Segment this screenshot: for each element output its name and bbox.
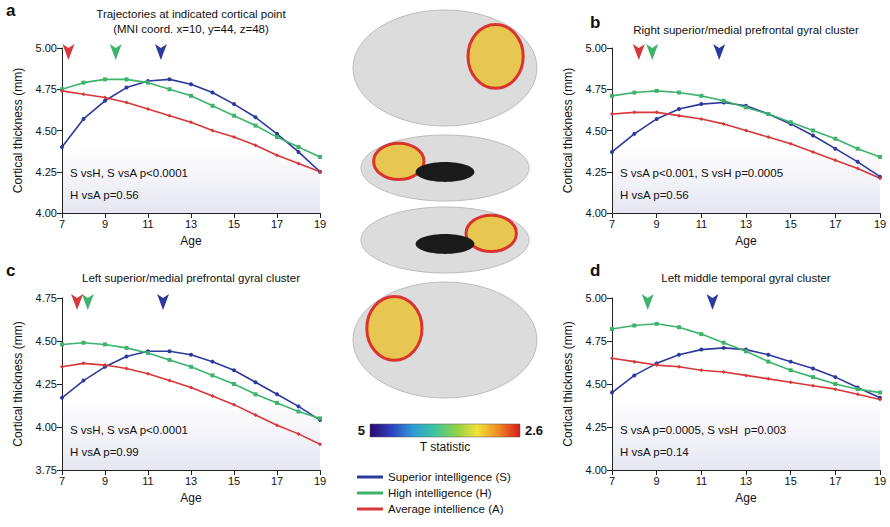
svg-text:Superior intelligence (S): Superior intelligence (S): [388, 471, 511, 483]
svg-text:4.75: 4.75: [586, 335, 607, 347]
svg-text:S vsH, S vsA p<0.0001: S vsH, S vsA p<0.0001: [70, 424, 188, 436]
svg-text:4.75: 4.75: [586, 83, 607, 95]
svg-text:Cortical thickness (mm): Cortical thickness (mm): [11, 68, 25, 193]
svg-text:17: 17: [271, 475, 283, 487]
svg-text:a: a: [6, 1, 16, 20]
svg-text:5: 5: [358, 423, 365, 438]
svg-text:7: 7: [59, 475, 65, 487]
svg-text:4.75: 4.75: [36, 83, 57, 95]
svg-text:Left middle temporal gyral clu: Left middle temporal gyral cluster: [661, 272, 831, 284]
svg-text:Cortical thickness (mm): Cortical thickness (mm): [561, 68, 575, 193]
svg-text:11: 11: [696, 475, 707, 487]
svg-text:b: b: [590, 13, 600, 32]
svg-text:17: 17: [829, 475, 841, 487]
svg-text:15: 15: [228, 475, 240, 487]
svg-text:17: 17: [271, 218, 283, 230]
svg-text:4.50: 4.50: [586, 125, 607, 137]
svg-text:5.00: 5.00: [586, 292, 607, 304]
svg-text:9: 9: [102, 218, 108, 230]
svg-text:4.50: 4.50: [36, 335, 57, 347]
svg-text:19: 19: [874, 218, 886, 230]
svg-text:4.50: 4.50: [586, 378, 607, 390]
svg-text:Cortical thickness (mm): Cortical thickness (mm): [561, 321, 575, 446]
svg-text:19: 19: [314, 475, 326, 487]
svg-text:4.50: 4.50: [36, 125, 57, 137]
svg-text:15: 15: [228, 218, 240, 230]
svg-text:9: 9: [654, 475, 660, 487]
svg-text:Cortical thickness (mm): Cortical thickness (mm): [11, 321, 25, 446]
svg-text:Age: Age: [735, 491, 757, 505]
svg-text:19: 19: [874, 475, 886, 487]
svg-text:4.25: 4.25: [36, 378, 57, 390]
svg-text:S vsA p<0.001, S vsH p=0.0005: S vsA p<0.001, S vsH p=0.0005: [620, 167, 783, 179]
svg-text:9: 9: [654, 218, 660, 230]
svg-text:4.00: 4.00: [586, 207, 607, 219]
svg-text:Left superior/medial prefronta: Left superior/medial prefrontal gyral cl…: [82, 272, 300, 284]
svg-text:13: 13: [740, 218, 752, 230]
svg-text:(MNI coord. x=10, y=44, z=48): (MNI coord. x=10, y=44, z=48): [113, 23, 269, 35]
svg-text:13: 13: [185, 218, 197, 230]
svg-text:15: 15: [785, 218, 797, 230]
svg-text:4.75: 4.75: [36, 292, 57, 304]
svg-text:S vsH, S vsA p<0.0001: S vsH, S vsA p<0.0001: [70, 167, 188, 179]
svg-text:H vsA p=0.99: H vsA p=0.99: [70, 446, 139, 458]
svg-text:T statistic: T statistic: [420, 440, 470, 454]
svg-text:5.00: 5.00: [36, 42, 57, 54]
svg-text:2.6: 2.6: [525, 423, 543, 438]
svg-text:c: c: [6, 261, 15, 280]
svg-text:Right superior/medial prefront: Right superior/medial prefrontal gyral c…: [633, 24, 859, 36]
svg-text:Age: Age: [735, 234, 757, 248]
svg-text:13: 13: [740, 475, 752, 487]
svg-text:4.25: 4.25: [36, 166, 57, 178]
svg-text:7: 7: [609, 475, 615, 487]
svg-text:4.00: 4.00: [586, 464, 607, 476]
svg-text:4.00: 4.00: [36, 421, 57, 433]
svg-text:S vsA p=0.0005, S vsH p=0.003: S vsA p=0.0005, S vsH p=0.003: [620, 424, 786, 436]
svg-text:4.25: 4.25: [586, 421, 607, 433]
svg-text:9: 9: [102, 475, 108, 487]
svg-text:7: 7: [59, 218, 65, 230]
svg-text:Trajectories at indicated cort: Trajectories at indicated cortical point: [96, 8, 286, 20]
svg-text:11: 11: [696, 218, 707, 230]
svg-text:4.00: 4.00: [36, 207, 57, 219]
svg-text:Age: Age: [180, 491, 202, 505]
svg-text:High intelligence (H): High intelligence (H): [388, 487, 492, 499]
svg-text:H vsA p=0.14: H vsA p=0.14: [620, 446, 689, 458]
svg-text:19: 19: [314, 218, 326, 230]
svg-text:H vsA p=0.56: H vsA p=0.56: [620, 189, 689, 201]
svg-text:4.25: 4.25: [586, 166, 607, 178]
svg-text:17: 17: [829, 218, 841, 230]
svg-text:11: 11: [142, 475, 153, 487]
svg-text:Age: Age: [180, 234, 202, 248]
svg-text:Average intellience (A): Average intellience (A): [388, 503, 504, 515]
svg-text:d: d: [590, 261, 600, 280]
svg-text:5.00: 5.00: [586, 42, 607, 54]
svg-text:11: 11: [142, 218, 153, 230]
svg-text:7: 7: [609, 218, 615, 230]
svg-text:H vsA p=0.56: H vsA p=0.56: [70, 189, 139, 201]
svg-text:15: 15: [785, 475, 797, 487]
svg-text:3.75: 3.75: [36, 464, 57, 476]
svg-text:13: 13: [185, 475, 197, 487]
